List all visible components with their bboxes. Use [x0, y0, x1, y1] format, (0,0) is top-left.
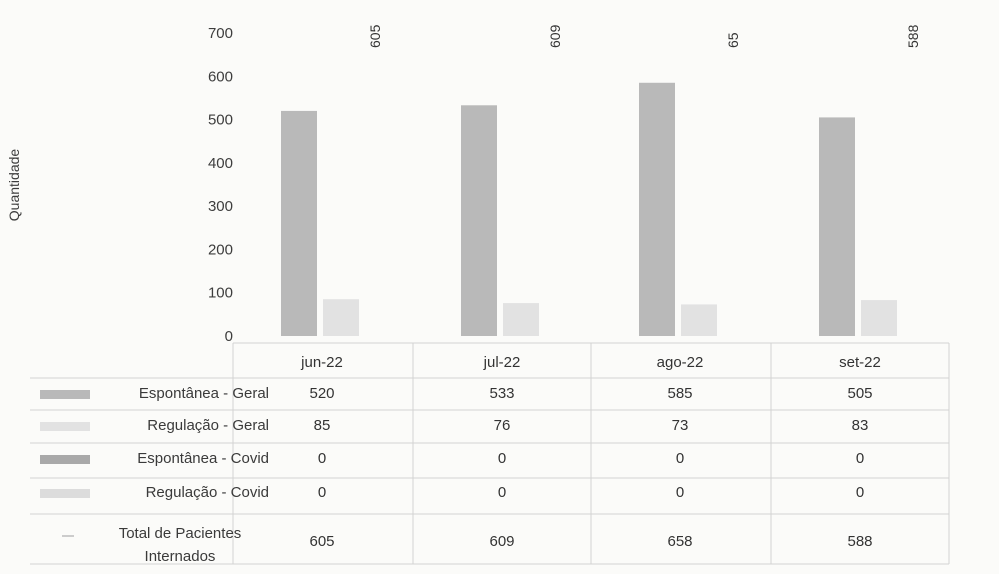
data-cell: 533 [489, 385, 514, 402]
data-cell: 0 [498, 450, 506, 467]
x-tick-label: jun-22 [300, 354, 343, 371]
bar-regulacao-geral [323, 299, 359, 336]
y-tick-label: 0 [225, 328, 233, 345]
y-tick-label: 500 [208, 112, 233, 129]
total-label: 65 [725, 32, 741, 48]
y-tick-label: 600 [208, 68, 233, 85]
data-cell: 605 [309, 533, 334, 550]
legend-swatch [40, 422, 90, 431]
data-cell: 73 [672, 417, 689, 434]
bar-espontanea-geral [639, 82, 675, 337]
y-tick-label: 700 [208, 25, 233, 42]
bar-espontanea-geral [819, 117, 855, 337]
total-label: 609 [547, 24, 563, 48]
data-cell: 520 [309, 385, 334, 402]
data-cell: 0 [318, 450, 326, 467]
data-cell: 0 [498, 484, 506, 501]
series-label: Regulação - Geral [147, 417, 269, 434]
y-tick-label: 400 [208, 155, 233, 172]
bar-espontanea-geral [461, 105, 497, 336]
y-axis: 0 100 200 300 400 500 600 700 [208, 25, 233, 345]
x-tick-label: ago-22 [657, 354, 704, 371]
data-cell: 609 [489, 533, 514, 550]
total-labels: 605 609 65 588 [367, 24, 921, 48]
legend-swatch [40, 489, 90, 498]
data-cell: 0 [676, 484, 684, 501]
series-label: Espontânea - Covid [137, 450, 269, 467]
bar-regulacao-geral [503, 303, 539, 336]
data-table: jun-22 jul-22 ago-22 set-22 Espontânea - Ger… [30, 342, 950, 565]
data-cell: 0 [856, 450, 864, 467]
bars [281, 82, 897, 337]
legend-swatch [40, 455, 90, 464]
data-cell: 0 [318, 484, 326, 501]
total-label: 605 [367, 24, 383, 48]
series-label: Total de Pacientes Internados [119, 525, 242, 565]
x-tick-label: set-22 [839, 354, 881, 371]
data-cell: 0 [676, 450, 684, 467]
y-tick-label: 300 [208, 198, 233, 215]
data-cell: 0 [856, 484, 864, 501]
data-cell: 83 [852, 417, 869, 434]
data-cell: 658 [667, 533, 692, 550]
data-cell: 505 [847, 385, 872, 402]
data-cell: 85 [314, 417, 331, 434]
x-tick-label: jul-22 [483, 354, 521, 371]
series-label: Espontânea - Geral [139, 385, 269, 402]
bar-regulacao-geral [681, 304, 717, 336]
bar-regulacao-geral [861, 300, 897, 336]
legend-swatch [40, 390, 90, 399]
data-cell: 76 [494, 417, 511, 434]
y-tick-label: 200 [208, 241, 233, 258]
total-label: 588 [905, 24, 921, 48]
series-label: Regulação - Covid [146, 484, 269, 501]
bar-espontanea-geral [281, 110, 317, 337]
data-cell: 588 [847, 533, 872, 550]
data-cell: 585 [667, 385, 692, 402]
y-tick-label: 100 [208, 285, 233, 302]
y-axis-label: Quantidade [6, 149, 22, 222]
